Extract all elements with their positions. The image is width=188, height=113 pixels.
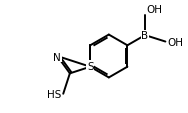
Text: B: B [141, 31, 149, 41]
Text: HS: HS [47, 89, 61, 99]
Text: S: S [87, 61, 94, 71]
Text: OH: OH [167, 37, 183, 47]
Text: N: N [53, 52, 61, 62]
Text: OH: OH [146, 5, 162, 15]
